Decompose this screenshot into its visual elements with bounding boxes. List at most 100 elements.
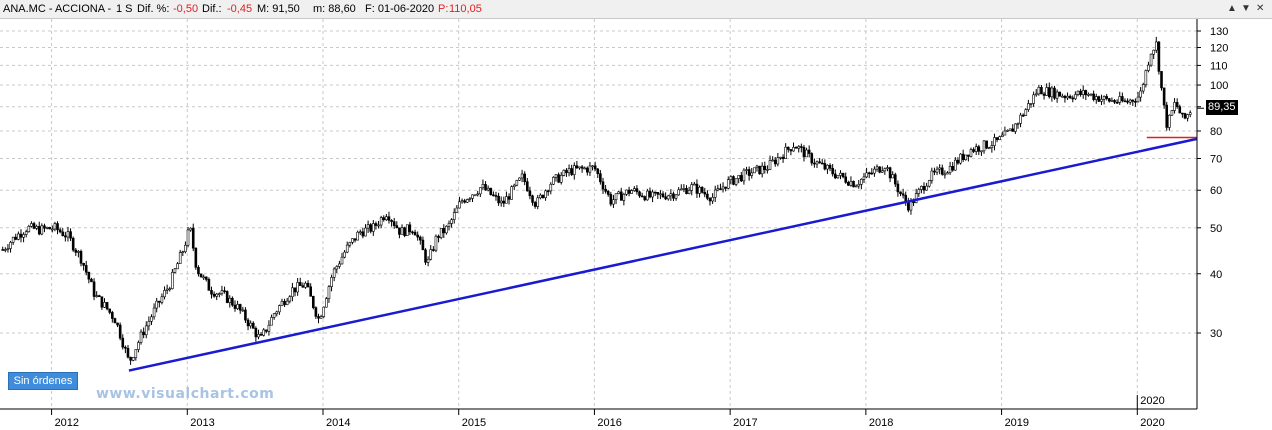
candle-body xyxy=(306,282,310,288)
candle-body xyxy=(954,159,957,171)
candle-body xyxy=(1168,114,1171,128)
candle-body xyxy=(11,236,15,243)
candle-body xyxy=(1157,41,1161,72)
candle-body xyxy=(818,161,821,164)
candle-body xyxy=(779,156,782,159)
candle-body xyxy=(319,316,323,319)
close-icon[interactable]: ✕ xyxy=(1256,3,1265,14)
candle-body xyxy=(238,304,242,311)
candle-body xyxy=(593,165,597,170)
axes: 3040506070809010011012013020122013201420… xyxy=(0,19,1228,429)
candle-body xyxy=(191,227,195,249)
candle-body xyxy=(351,238,354,243)
candle-body xyxy=(841,172,845,178)
candle-body xyxy=(340,256,344,265)
candle-body xyxy=(66,231,70,238)
candle-body xyxy=(1016,123,1020,125)
candle-body xyxy=(549,183,553,192)
candle-body xyxy=(479,187,482,195)
candle-body xyxy=(129,356,132,361)
candle-body xyxy=(1,249,5,251)
candle-body xyxy=(301,285,305,288)
candle-body xyxy=(531,195,534,203)
watermark: www.visualchart.com xyxy=(96,386,275,402)
candle-body xyxy=(210,290,213,295)
candle-body xyxy=(345,244,349,253)
y-tick-label: 80 xyxy=(1210,126,1222,138)
candle-body xyxy=(1037,87,1041,95)
candle-body xyxy=(278,305,281,313)
candle-body xyxy=(421,239,425,251)
candle-body xyxy=(523,173,526,182)
scroll-down-icon[interactable]: ▼ xyxy=(1241,3,1251,14)
candle-body xyxy=(528,190,532,197)
candle-body xyxy=(134,349,138,358)
candle-body xyxy=(773,159,777,165)
candle-body xyxy=(9,242,12,249)
candle-body xyxy=(786,146,790,150)
candle-body xyxy=(465,199,469,203)
candle-body xyxy=(184,244,187,253)
candle-body xyxy=(625,189,628,195)
candle-body xyxy=(1113,100,1116,103)
scroll-up-icon[interactable]: ▲ xyxy=(1227,3,1237,14)
candle-body xyxy=(1131,99,1135,102)
candle-body xyxy=(792,147,795,152)
candle-body xyxy=(1160,71,1163,89)
candle-body xyxy=(679,188,683,191)
candle-body xyxy=(1029,103,1033,105)
candle-body xyxy=(682,188,686,190)
candle-body xyxy=(653,191,657,194)
candle-body xyxy=(507,196,511,200)
candle-body xyxy=(489,187,493,196)
candle-body xyxy=(452,212,456,220)
candle-body xyxy=(661,193,665,198)
x-tick-label: 2017 xyxy=(733,417,757,429)
candle-body xyxy=(539,194,542,199)
candle-body xyxy=(317,316,320,319)
candle-body xyxy=(458,201,461,209)
candle-body xyxy=(760,165,764,175)
candle-body xyxy=(502,200,506,204)
candle-body xyxy=(270,317,273,326)
candle-body xyxy=(168,288,172,291)
candle-body xyxy=(147,321,151,327)
candle-body xyxy=(847,182,850,186)
orders-status-badge[interactable]: Sin órdenes xyxy=(8,372,78,390)
candle-body xyxy=(995,137,999,140)
candle-body xyxy=(45,227,49,229)
candle-body xyxy=(484,184,487,191)
candle-body xyxy=(578,166,581,169)
candle-body xyxy=(807,149,811,154)
candle-body xyxy=(231,297,234,306)
candle-body xyxy=(1183,113,1187,119)
candle-body xyxy=(737,175,741,179)
candle-body xyxy=(612,199,615,205)
candle-body xyxy=(862,176,866,180)
candle-body xyxy=(181,251,185,254)
candle-body xyxy=(505,196,508,204)
candle-body xyxy=(137,342,140,350)
candle-body xyxy=(990,145,994,149)
candle-body xyxy=(131,357,135,361)
candle-body xyxy=(439,228,443,238)
candle-body xyxy=(113,318,117,324)
candle-body xyxy=(69,231,72,239)
candle-body xyxy=(265,329,268,332)
candle-body xyxy=(1040,87,1043,95)
candle-body xyxy=(353,238,357,241)
candle-body xyxy=(1084,90,1088,96)
price-label: P: xyxy=(438,3,449,15)
diff-value: -0,45 xyxy=(227,3,253,15)
candle-body xyxy=(259,334,263,336)
candle-body xyxy=(533,202,537,207)
candle-body xyxy=(100,296,104,308)
candle-body xyxy=(348,241,352,246)
candle-body xyxy=(416,234,419,238)
candle-body xyxy=(220,290,224,294)
candle-body xyxy=(580,166,584,169)
candle-body xyxy=(473,194,477,197)
candle-body xyxy=(150,316,153,322)
candle-body xyxy=(79,251,83,264)
candle-body xyxy=(724,186,727,189)
